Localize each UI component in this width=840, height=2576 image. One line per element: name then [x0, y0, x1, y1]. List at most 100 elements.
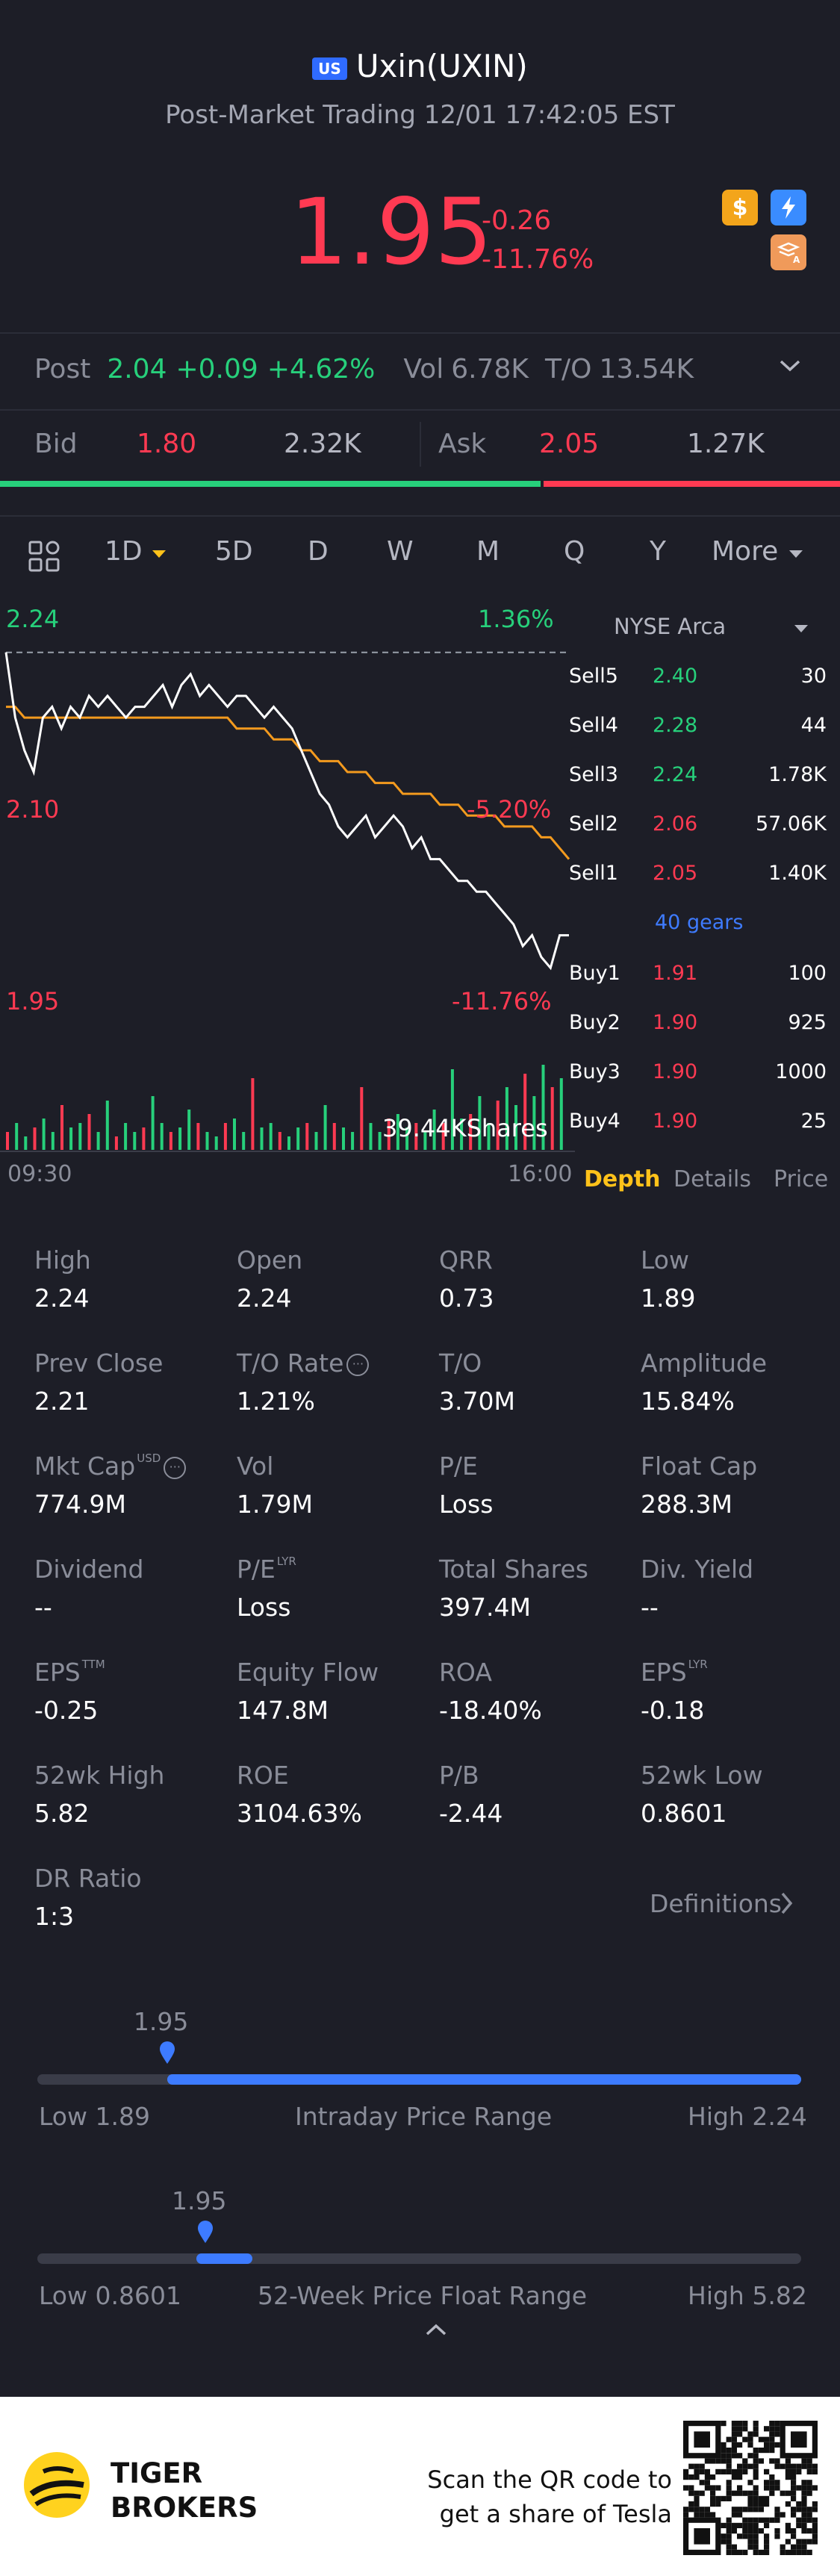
qr-module	[785, 2490, 791, 2496]
stat-value: 1.79M	[237, 1490, 313, 1519]
qr-module	[801, 2480, 807, 2486]
qr-module	[780, 2544, 785, 2550]
info-icon[interactable]: ···	[346, 1353, 370, 1376]
stat-item: Vol 1.79M	[237, 1452, 431, 1519]
qr-module	[715, 2495, 721, 2501]
level-label: Sell2	[569, 812, 618, 836]
qr-module	[731, 2490, 737, 2496]
price-change-pct: -11.76%	[482, 244, 594, 275]
qr-module	[774, 2517, 780, 2523]
qr-module	[704, 2474, 710, 2480]
qr-module	[694, 2463, 700, 2469]
tab-price[interactable]: Price	[774, 1166, 829, 1192]
qr-module	[812, 2539, 818, 2545]
lightning-icon[interactable]	[771, 190, 806, 225]
qr-module	[774, 2507, 780, 2513]
level-qty: 925	[788, 1011, 827, 1034]
qr-module	[704, 2485, 710, 2491]
stat-item: Float Cap 288.3M	[641, 1452, 835, 1519]
qr-module	[769, 2426, 775, 2432]
caret-down-icon[interactable]	[793, 623, 809, 637]
qr-module	[764, 2539, 770, 2545]
ask-level-row: Sell1 2.05 1.40K	[569, 862, 840, 892]
week52-current-value: 1.95	[172, 2186, 227, 2215]
qr-module	[801, 2495, 807, 2501]
qr-module	[769, 2431, 775, 2437]
exchange-selector[interactable]: NYSE Arca	[614, 614, 727, 639]
tab-d[interactable]: D	[308, 536, 329, 567]
volume-bar	[42, 1119, 46, 1150]
chevron-right-icon[interactable]	[779, 1891, 795, 1919]
qr-module	[688, 2501, 694, 2507]
qr-module	[747, 2463, 753, 2469]
qr-module	[710, 2490, 716, 2496]
qr-module	[796, 2549, 802, 2555]
stack-a-icon[interactable]: A	[771, 234, 806, 270]
tab-y[interactable]: Y	[650, 536, 666, 567]
stat-item: Mkt Cap USD··· 774.9M	[34, 1452, 228, 1519]
volume-bar	[378, 1132, 382, 1150]
gears-link[interactable]: 40 gears	[655, 911, 744, 934]
stat-value: -18.40%	[439, 1696, 542, 1725]
qr-module	[683, 2485, 689, 2491]
stat-value: 397.4M	[439, 1593, 531, 1622]
qr-module	[683, 2474, 689, 2480]
qr-module	[710, 2495, 716, 2501]
to-label: T/O	[544, 354, 592, 385]
chart-canvas	[0, 651, 575, 1152]
dollar-icon[interactable]: $	[722, 190, 758, 225]
qr-module	[791, 2463, 797, 2469]
qr-module	[753, 2421, 759, 2427]
qr-module	[791, 2528, 797, 2534]
stat-label: P/E	[237, 1555, 276, 1584]
chevron-down-icon[interactable]	[779, 358, 801, 376]
qr-module	[737, 2421, 743, 2427]
qr-module	[742, 2507, 748, 2513]
caret-down-icon[interactable]	[788, 548, 804, 562]
tab-w[interactable]: W	[387, 536, 414, 567]
qr-module	[726, 2544, 732, 2550]
grid-icon[interactable]	[27, 539, 61, 576]
qr-code-icon[interactable]	[683, 2421, 818, 2558]
qr-module	[731, 2512, 737, 2518]
qr-module	[731, 2474, 737, 2480]
tab-details[interactable]: Details	[673, 1166, 752, 1192]
intraday-chart[interactable]: 2.24 2.10 1.95 1.36% -5.20% -11.76% 39.4…	[0, 597, 575, 1187]
qr-module	[753, 2490, 759, 2496]
chevron-up-icon[interactable]	[424, 2322, 448, 2340]
qr-module	[699, 2490, 705, 2496]
map-pin-icon	[196, 2221, 214, 2247]
qr-module	[812, 2463, 818, 2469]
tab-more[interactable]: More	[712, 536, 779, 567]
level-label: Sell5	[569, 665, 618, 688]
volume-bar	[432, 1110, 436, 1150]
volume-bar	[124, 1123, 128, 1150]
stat-value: -0.18	[641, 1696, 705, 1725]
qr-module	[753, 2549, 759, 2555]
definitions-link[interactable]: Definitions	[650, 1889, 782, 1918]
info-icon[interactable]: ···	[164, 1456, 187, 1479]
qr-module	[747, 2539, 753, 2545]
volume-bar	[242, 1132, 246, 1150]
bid-level-row: Buy2 1.90 925	[569, 1011, 840, 1041]
qr-module	[801, 2522, 807, 2528]
qr-module	[747, 2517, 753, 2523]
tab-depth[interactable]: Depth	[584, 1166, 661, 1192]
qr-module	[769, 2436, 775, 2442]
tab-5d[interactable]: 5D	[215, 536, 253, 567]
stat-item: ROE 3104.63%	[237, 1761, 431, 1828]
stat-label: High	[34, 1245, 91, 1275]
qr-module	[801, 2528, 807, 2534]
qr-module	[796, 2468, 802, 2474]
tab-1d[interactable]: 1D	[105, 536, 143, 567]
tab-m[interactable]: M	[476, 536, 500, 567]
qr-module	[753, 2485, 759, 2491]
volume-bar	[260, 1127, 264, 1150]
qr-module	[683, 2507, 689, 2513]
qr-module	[726, 2539, 732, 2545]
qr-module	[683, 2468, 689, 2474]
level-price: 1.90	[653, 1011, 698, 1034]
tab-q[interactable]: Q	[564, 536, 585, 567]
caret-down-icon[interactable]	[151, 548, 167, 562]
qr-module	[715, 2485, 721, 2491]
